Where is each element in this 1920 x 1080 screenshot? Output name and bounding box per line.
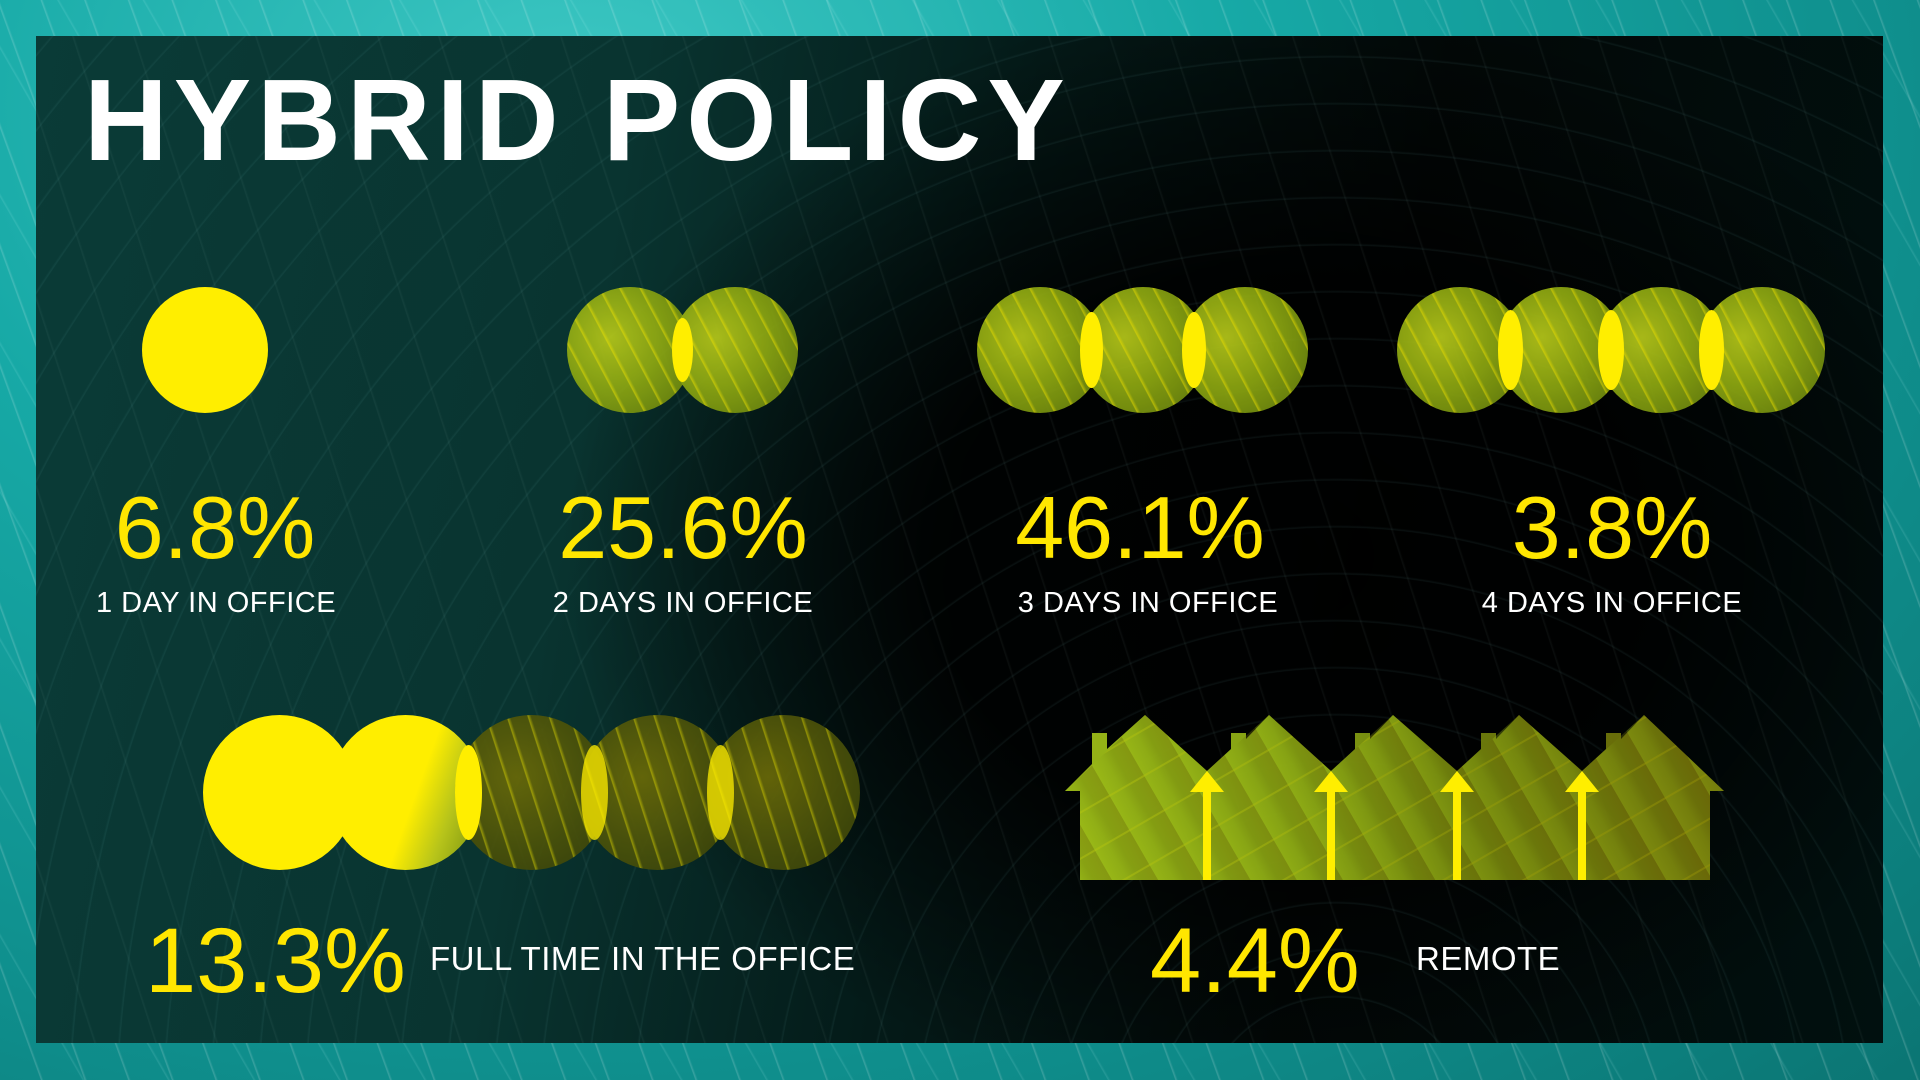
overlap-lens xyxy=(1080,312,1103,388)
overlap-lens xyxy=(1598,310,1624,390)
overlap-lens xyxy=(672,318,693,382)
circle-icon xyxy=(142,287,268,413)
arrow-up-icon xyxy=(1314,771,1348,880)
stat-value-four-days: 3.8% xyxy=(1511,478,1713,577)
arrow-up-icon xyxy=(1190,771,1224,880)
arrow-up-icon xyxy=(1565,771,1599,880)
stat-label-three-days: 3 DAYS IN OFFICE xyxy=(1017,587,1279,619)
overlap-lens xyxy=(707,745,734,840)
overlap-lens xyxy=(1699,310,1724,390)
circle-icon xyxy=(672,287,798,413)
stat-value-three-days: 46.1% xyxy=(1015,478,1265,577)
stat-label-two-days: 2 DAYS IN OFFICE xyxy=(552,587,814,619)
overlap-lens xyxy=(1498,310,1523,390)
overlap-lens xyxy=(581,745,608,840)
stat-label-one-day: 1 DAY IN OFFICE xyxy=(95,587,337,619)
houses-with-arrows-icon xyxy=(1065,715,1724,880)
stat-value-full-time: 13.3% xyxy=(145,910,406,1012)
stat-label-four-days: 4 DAYS IN OFFICE xyxy=(1481,587,1743,619)
arrow-up-icon xyxy=(1440,771,1474,880)
overlap-lens xyxy=(1182,312,1206,388)
stat-label-remote: REMOTE xyxy=(1416,940,1561,977)
stat-value-two-days: 25.6% xyxy=(558,478,808,577)
stat-label-full-time: FULL TIME IN THE OFFICE xyxy=(430,940,856,977)
page-title: HYBRID POLICY xyxy=(84,55,1071,185)
stat-value-remote: 4.4% xyxy=(1150,910,1360,1012)
overlap-lens xyxy=(455,745,482,840)
stat-value-one-day: 6.8% xyxy=(114,478,316,577)
